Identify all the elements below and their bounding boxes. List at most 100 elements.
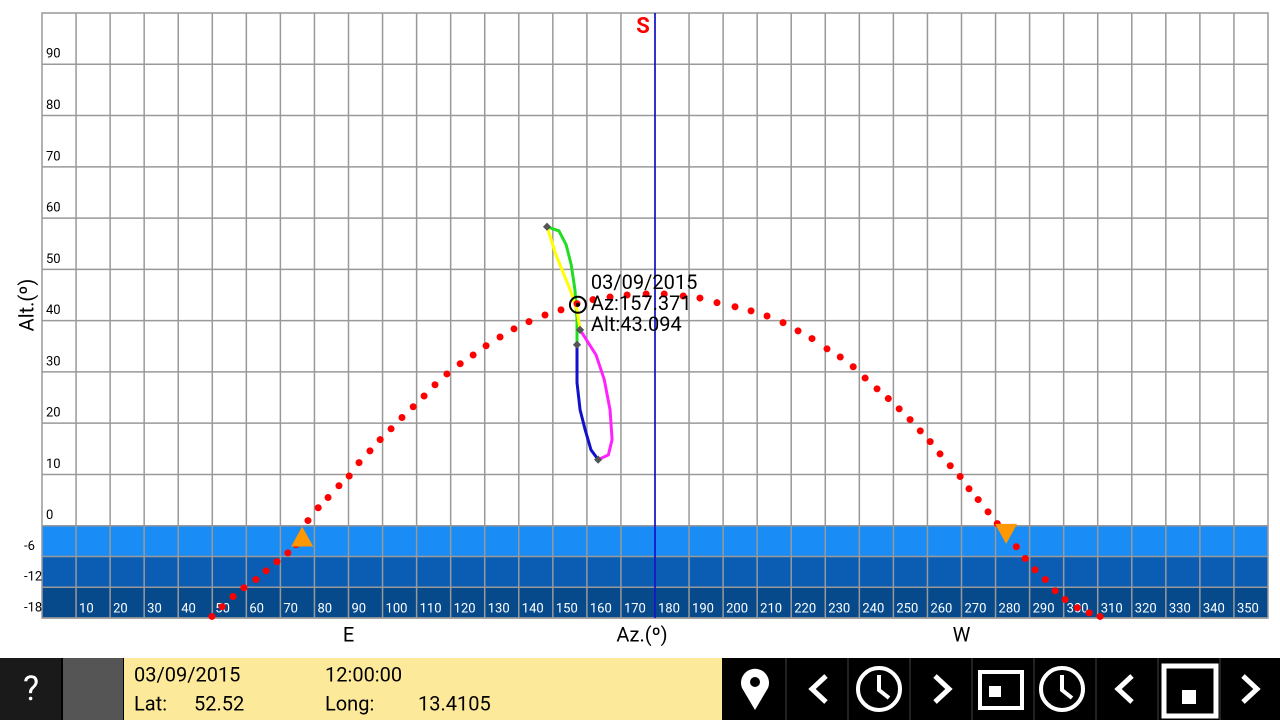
now-button[interactable] [1039,666,1085,712]
current-az: Az:157.371 [591,291,692,315]
sun-path-point [324,494,332,502]
sun-path-point [218,603,226,611]
sun-path-point [496,333,504,341]
x-tick-label: 320 [1135,601,1157,616]
compass-label: W [953,622,971,646]
sun-path-point [262,567,270,575]
help-button[interactable] [0,658,61,720]
help-label: ? [23,669,39,709]
x-tick-label: 40 [181,601,196,616]
analemma-marker [573,340,582,349]
y-tick-label: 40 [46,303,61,318]
x-tick-label: 310 [1101,601,1123,616]
y-tick-label: 0 [46,508,53,523]
x-tick-label: 10 [79,601,94,616]
sun-path-point [731,303,739,311]
current-sun [568,295,587,314]
sun-path-point [304,517,312,525]
compass-label: E [343,622,354,646]
sun-path-point [906,416,914,424]
y-tick-label: 80 [46,98,61,113]
current-date: 03/09/2015 [591,270,697,294]
info-panel [124,658,722,720]
today-button[interactable] [1161,663,1219,719]
sun-path-point [696,294,704,302]
sun-path-point [965,485,973,493]
sun-path-point [1041,576,1049,584]
sun-path-point [623,291,631,299]
x-tick-label: 350 [1237,601,1259,616]
x-tick-label: 260 [930,601,952,616]
sun-path-point [873,385,881,393]
prev-time-button[interactable] [808,674,828,704]
time-text: 12:00:00 [325,662,402,686]
date-text: 03/09/2015 [134,662,240,686]
sun-path-point [884,395,892,403]
y-tick-label: 20 [46,406,61,421]
x-tick-label: 60 [249,601,264,616]
location-button[interactable] [741,668,770,710]
sun-path-point [510,325,518,333]
analemma-marker [576,325,585,334]
x-tick-label: 210 [760,601,782,616]
sun-path-point [713,299,721,307]
x-tick-label: 230 [828,601,850,616]
x-tick-label: 150 [556,601,578,616]
sun-path-point [240,584,248,592]
x-tick-label: 340 [1203,601,1225,616]
sun-path-point [355,459,363,467]
x-tick-label: 270 [965,601,987,616]
sunset-marker [995,523,1018,544]
sun-path-point [974,496,982,504]
analemma-segment [578,329,614,461]
sun-path-point [252,576,260,584]
sunrise-marker [291,526,314,547]
y-tick-label: 60 [46,201,61,216]
sun-path-point [808,335,816,343]
prev-date-button[interactable] [1114,674,1134,704]
sun-path-point [1051,587,1059,595]
toolbar: ? 03/09/2015 12:00:00 Lat: 52.52 Long: 1… [0,658,1280,720]
sun-path-point [1021,555,1029,563]
x-tick-label: 100 [386,601,408,616]
x-tick-label: 280 [999,601,1021,616]
x-tick-label: 180 [658,601,680,616]
sun-path-point [398,414,406,422]
x-tick-label: 290 [1033,601,1055,616]
lat-value: 52.52 [194,691,244,715]
x-tick-label: 120 [454,601,476,616]
sun-path-point [469,351,477,359]
x-tick-label: 30 [147,601,162,616]
sun-path-point [823,345,831,353]
next-time-button[interactable] [933,674,953,704]
sun-path-point [366,447,374,455]
sun-path-point [420,392,428,400]
sun-path-point [984,508,992,516]
sun-path-point [541,311,549,319]
sun-path-point [589,296,597,304]
current-sun-dot [575,302,580,307]
toolbar-icons [741,663,1261,719]
time-button[interactable] [856,666,902,712]
sun-path-point [208,612,216,620]
x-tick-label: 90 [352,601,367,616]
sun-path-point [836,353,844,361]
sun-path-point [794,327,802,335]
y-tick-label: 50 [46,252,61,267]
sun-path-point [376,436,384,444]
lat-label: Lat: [134,691,167,715]
y-tick-label: 30 [46,354,61,369]
compass-label: S [636,14,650,39]
date-button[interactable] [978,670,1024,710]
blank-button[interactable] [63,658,123,720]
x-tick-label: 140 [522,601,544,616]
sun-path-point [946,462,954,470]
sun-path-point [956,472,964,480]
next-date-button[interactable] [1241,674,1261,704]
analemma-segment [545,226,582,331]
y-tick-label: -6 [24,539,35,554]
sun-path-point [1031,566,1039,574]
x-tick-label: 240 [862,601,884,616]
sun-path-point [284,549,292,557]
sun-path-point [229,592,237,600]
